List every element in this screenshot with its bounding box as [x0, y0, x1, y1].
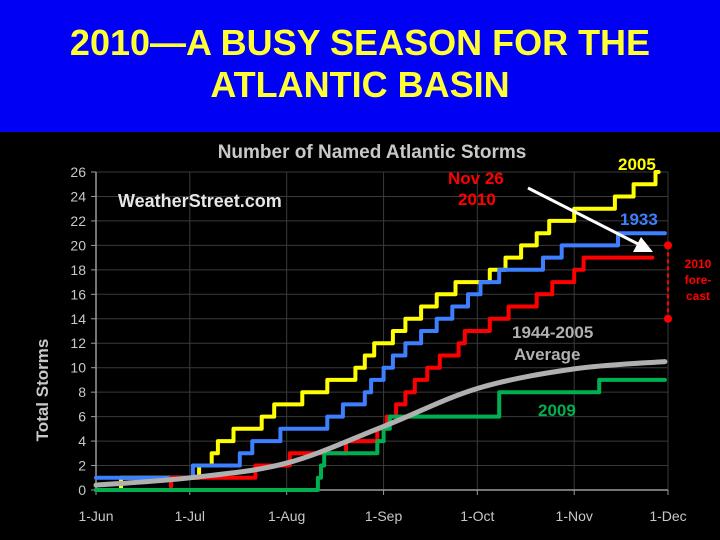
x-tick-label: 1-Sep — [365, 508, 403, 524]
y-tick-label: 24 — [70, 188, 86, 204]
series — [93, 170, 668, 492]
x-tick-label: 1-Nov — [556, 508, 593, 524]
y-tick-label: 0 — [78, 482, 86, 498]
y-tick-label: 16 — [70, 286, 86, 302]
x-tick-label: 1-Dec — [649, 508, 686, 524]
title-banner: 2010—A BUSY SEASON FOR THE ATLANTIC BASI… — [0, 0, 720, 132]
watermark: WeatherStreet.com — [118, 191, 282, 211]
storm-chart: Number of Named Atlantic Storms Total St… — [33, 142, 712, 524]
series-line-1944-2005-average — [93, 359, 668, 488]
label-average-years: 1944-2005 — [512, 323, 593, 342]
x-tick-label: 1-Jun — [78, 508, 113, 524]
label-average: Average — [514, 345, 580, 364]
label-2009: 2009 — [538, 401, 576, 420]
y-tick-label: 26 — [70, 164, 86, 180]
y-tick-label: 18 — [70, 262, 86, 278]
series-line-2005 — [94, 170, 661, 492]
label-2005: 2005 — [618, 155, 656, 174]
y-tick-label: 6 — [78, 409, 86, 425]
pointer-arrow-line — [527, 186, 641, 247]
annotations: 2005 1933 Nov 26 2010 1944-2005 Average … — [448, 155, 712, 420]
forecast-low-marker — [664, 314, 672, 323]
y-tick-label: 10 — [70, 360, 86, 376]
label-nov26: Nov 26 — [448, 169, 504, 188]
x-tick-label: 1-Oct — [460, 508, 494, 524]
y-tick-label: 22 — [70, 213, 86, 229]
y-tick-label: 14 — [70, 311, 86, 327]
forecast-high-marker — [664, 241, 672, 250]
label-forecast-2: cast — [686, 289, 710, 303]
y-tick-label: 12 — [70, 335, 86, 351]
y-tick-label: 20 — [70, 237, 86, 253]
y-tick-label: 8 — [78, 384, 86, 400]
y-axis-label: Total Storms — [33, 339, 52, 442]
y-tick-label: 2 — [78, 458, 86, 474]
series-line-1933 — [94, 231, 667, 480]
x-tick-label: 1-Jul — [175, 508, 205, 524]
label-nov26-year: 2010 — [458, 190, 496, 209]
forecast-range — [664, 241, 672, 323]
chart-title: Number of Named Atlantic Storms — [218, 142, 527, 163]
label-forecast-year: 2010 — [685, 257, 712, 271]
label-1933: 1933 — [620, 210, 658, 229]
series-line-2009 — [94, 377, 667, 492]
x-tick-label: 1-Aug — [268, 508, 305, 524]
label-forecast-1: fore- — [685, 273, 712, 287]
slide-title: 2010—A BUSY SEASON FOR THE ATLANTIC BASI… — [69, 22, 651, 105]
pointer-arrow-head — [633, 237, 653, 252]
y-tick-label: 4 — [78, 433, 86, 449]
